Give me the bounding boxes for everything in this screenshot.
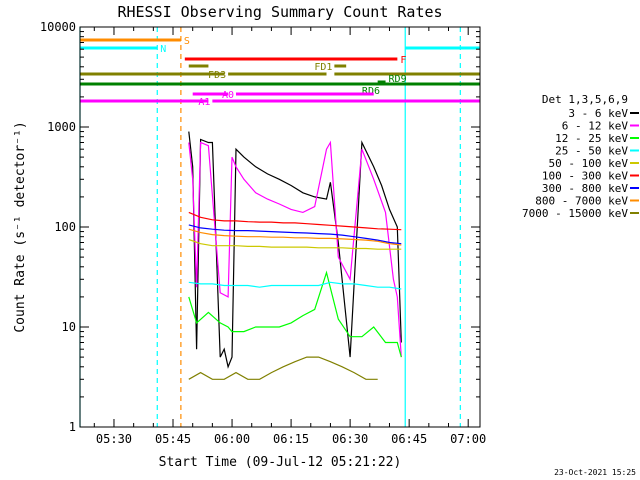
x-tick-label-3: 06:15 — [273, 432, 309, 446]
flag-label-rd6: RD6 — [362, 86, 380, 97]
x-tick-label-2: 06:00 — [214, 432, 250, 446]
x-tick-label-4: 06:30 — [332, 432, 368, 446]
chart-title: RHESSI Observing Summary Count Rates — [117, 3, 442, 21]
series-line-7 — [188, 228, 402, 246]
legend-label-3: 25 - 50 keV — [555, 145, 628, 158]
flag-label-fd3: FD3 — [208, 70, 226, 81]
y-tick-label-3: 1000 — [47, 120, 76, 134]
legend-label-0: 3 - 6 keV — [568, 107, 628, 120]
legend-label-1: 6 - 12 keV — [562, 120, 629, 133]
legend-label-8: 7000 - 15000 keV — [522, 207, 628, 220]
legend-label-6: 300 - 800 keV — [542, 182, 628, 195]
series-line-2 — [188, 270, 402, 358]
flag-label-rd9: RD9 — [389, 74, 407, 85]
series-line-1 — [188, 140, 402, 358]
legend-title: Det 1,3,5,6,9 — [542, 93, 628, 106]
flag-label-a0: A0 — [222, 90, 234, 101]
axes: 05:30 05:45 06:00 06:15 06:30 06:45 07:00 1 10 10… — [40, 20, 486, 446]
flag-label-a1: A1 — [198, 97, 210, 108]
series-line-3 — [188, 281, 402, 290]
legend-label-2: 12 - 25 keV — [555, 132, 628, 145]
plot-area: S N F FD1 FD3 RD9 RD6 A0 A1 — [79, 27, 480, 427]
legend-label-4: 50 - 100 keV — [549, 157, 629, 170]
y-axis-label: Count Rate (s⁻¹ detector⁻¹) — [13, 121, 28, 332]
x-axis-label: Start Time (09-Jul-12 05:21:22) — [159, 455, 402, 470]
series-line-0 — [188, 131, 402, 369]
legend-label-7: 800 - 7000 keV — [535, 195, 628, 208]
x-tick-label-1: 05:45 — [155, 432, 191, 446]
y-tick-label-2: 100 — [54, 220, 76, 234]
x-tick-label-6: 07:00 — [450, 432, 486, 446]
flag-label-f: F — [400, 55, 406, 66]
legend-label-5: 100 - 300 keV — [542, 170, 628, 183]
x-tick-label-0: 05:30 — [96, 432, 132, 446]
footer-date: 23-Oct-2021 15:25 — [554, 468, 636, 477]
series-line-8 — [188, 356, 378, 380]
flag-label-n: N — [160, 44, 166, 55]
y-tick-label-4: 10000 — [40, 20, 76, 34]
series-line-4 — [188, 238, 402, 250]
y-tick-label-1: 10 — [62, 320, 76, 334]
series-line-6 — [188, 224, 402, 245]
series-line-5 — [188, 211, 402, 231]
x-tick-label-5: 06:45 — [391, 432, 427, 446]
y-tick-label-0: 1 — [69, 420, 76, 434]
flag-label-s: S — [184, 36, 190, 47]
flag-label-fd1: FD1 — [314, 62, 332, 73]
